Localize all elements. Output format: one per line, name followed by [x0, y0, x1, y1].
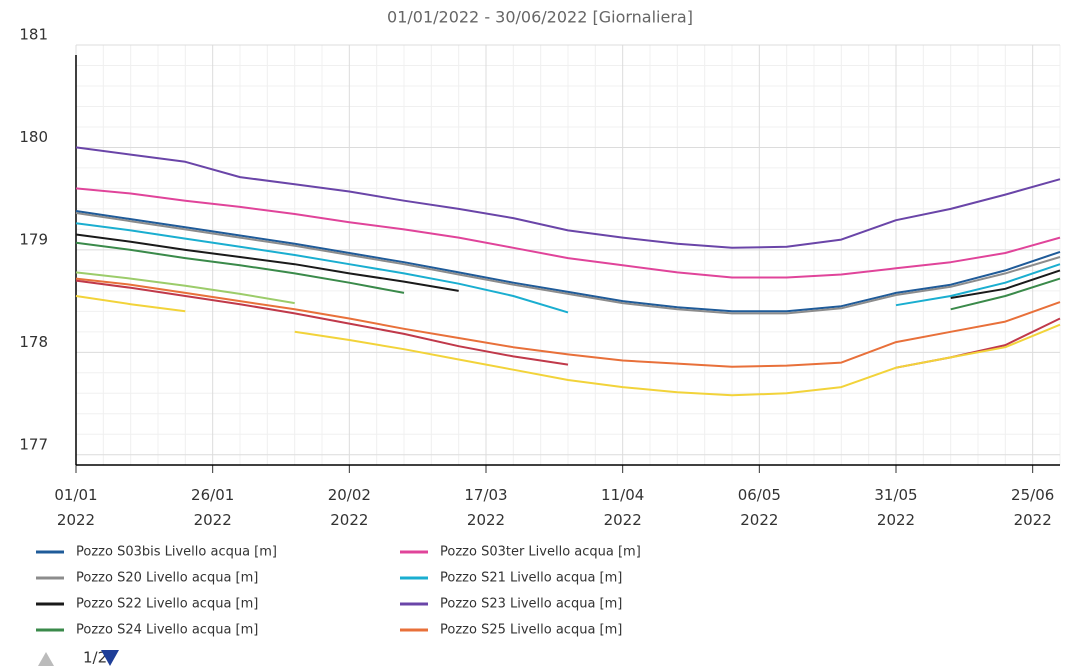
x-tick-label: 11/04 2022: [601, 486, 644, 529]
series-line: [75, 187, 1061, 279]
y-tick-label: 179: [19, 230, 48, 248]
x-tick-label: 17/03 2022: [464, 486, 507, 529]
y-tick-label: 178: [19, 333, 48, 351]
x-tick-label: 20/02 2022: [328, 486, 371, 529]
legend-label: Pozzo S22 Livello acqua [m]: [76, 597, 258, 612]
x-tick-label: 06/05 2022: [738, 486, 781, 529]
legend-label: Pozzo S21 Livello acqua [m]: [440, 571, 622, 586]
chart-title: 01/01/2022 - 30/06/2022 [Giornaliera]: [387, 8, 693, 27]
series-line: [75, 271, 295, 305]
legend-pager: 1/2: [83, 649, 107, 667]
x-tick-label: 26/01 2022: [191, 486, 234, 529]
legend-label: Pozzo S20 Livello acqua [m]: [76, 571, 258, 586]
legend-label: Pozzo S25 Livello acqua [m]: [440, 623, 622, 638]
x-tick-label: 31/05 2022: [874, 486, 917, 529]
series-line: [75, 295, 1061, 397]
legend-label: Pozzo S03bis Livello acqua [m]: [76, 545, 277, 560]
legend-next[interactable]: [101, 650, 119, 666]
y-tick-label: 180: [19, 128, 48, 146]
x-tick-label: 01/01 2022: [54, 486, 97, 529]
x-tick-label: 25/06 2022: [1011, 486, 1054, 529]
series-line: [75, 241, 1061, 311]
y-tick-label: 181: [19, 26, 48, 44]
series-line: [75, 146, 1061, 249]
legend-label: Pozzo S03ter Livello acqua [m]: [440, 545, 641, 560]
legend-label: Pozzo S24 Livello acqua [m]: [76, 623, 258, 638]
series-line: [75, 222, 1061, 314]
series-line: [75, 210, 1061, 313]
legend-label: Pozzo S23 Livello acqua [m]: [440, 597, 622, 612]
series-line: [75, 233, 1061, 299]
series-line: [75, 212, 1061, 315]
series-line: [75, 277, 1061, 368]
legend-prev[interactable]: [38, 652, 54, 666]
y-tick-label: 177: [19, 435, 48, 453]
